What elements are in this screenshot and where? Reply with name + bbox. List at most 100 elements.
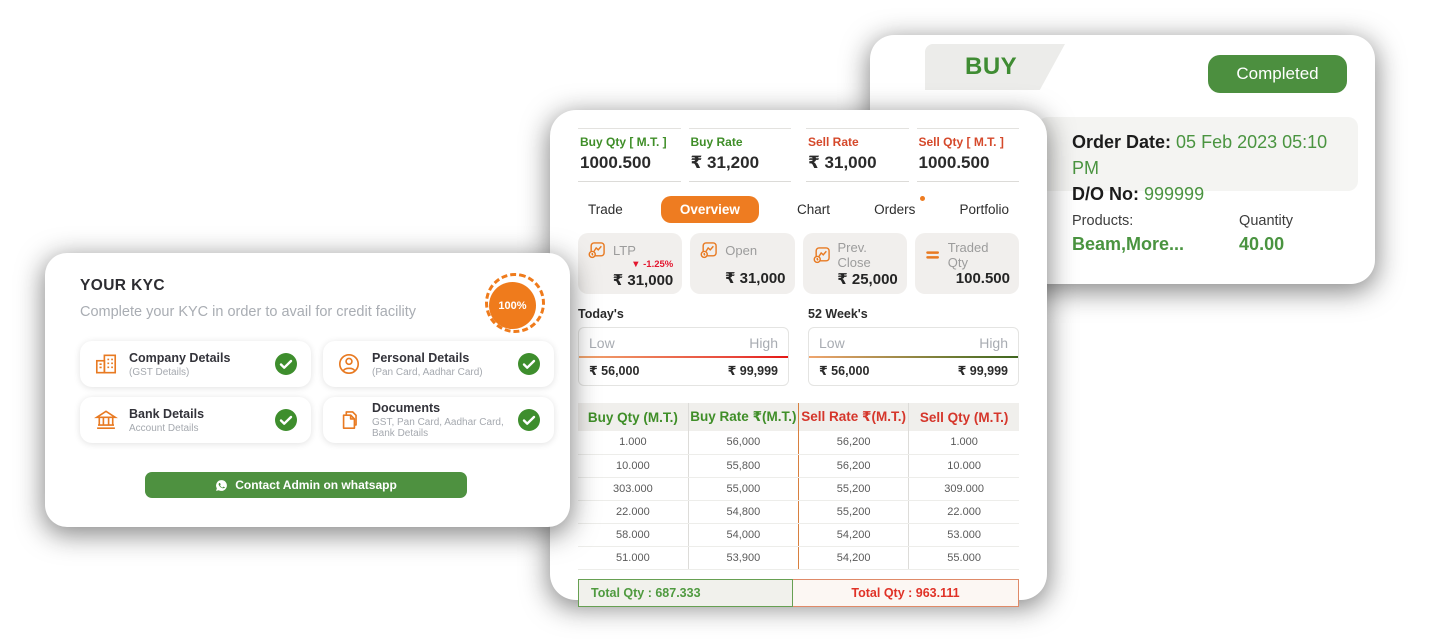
depth-header-sell-qty: Sell Qty (M.T.) (908, 403, 1019, 431)
52-weeks-range: 52 Week's Low High ₹ 56,000 ₹ 99,999 (808, 307, 1019, 386)
todays-high-value: ₹ 99,999 (727, 364, 778, 378)
depth-cell[interactable]: 53.000 (908, 523, 1019, 547)
depth-cell[interactable]: 10.000 (908, 454, 1019, 478)
traded-qty-label: Traded Qty (947, 240, 989, 270)
depth-cell[interactable]: 54,200 (798, 523, 910, 547)
depth-cell[interactable]: 55.000 (908, 546, 1019, 570)
depth-cell[interactable]: 55,000 (688, 477, 800, 501)
depth-totals-row: Total Qty : 687.333 Total Qty : 963.111 (578, 578, 1019, 607)
tab-portfolio[interactable]: Portfolio (959, 202, 1009, 217)
kyc-item-subtitle: Account Details (129, 422, 199, 434)
tab-chart[interactable]: Chart (797, 202, 831, 217)
depth-row[interactable]: 58.000 54,000 54,200 53.000 (578, 523, 1019, 547)
tab-orders[interactable]: Orders (868, 196, 926, 217)
kyc-subtitle: Complete your KYC in order to avail for … (80, 304, 417, 320)
products-value[interactable]: Beam,More... (1072, 234, 1185, 254)
kyc-item-subtitle: (GST Details) (129, 366, 190, 378)
kyc-item-bank-details[interactable]: Bank Details Account Details (80, 397, 311, 443)
kyc-title: YOUR KYC (80, 277, 166, 294)
depth-cell[interactable]: 56,200 (798, 431, 910, 455)
todays-range: Today's Low High ₹ 56,000 ₹ 99,999 (578, 307, 789, 386)
depth-cell[interactable]: 56,000 (688, 431, 800, 455)
check-circle-icon (274, 408, 298, 432)
depth-cell[interactable]: 55,200 (798, 500, 910, 524)
kyc-item-title: Bank Details (129, 406, 205, 421)
prev-close-stat-card: Prev. Close ₹ 25,000 (802, 233, 907, 294)
prev-close-value: ₹ 25,000 (837, 271, 898, 288)
depth-cell[interactable]: 303.000 (578, 477, 689, 501)
depth-cell[interactable]: 54,800 (688, 500, 800, 524)
building-icon (93, 351, 119, 377)
depth-cell[interactable]: 55,800 (688, 454, 800, 478)
products-label: Products: (1072, 213, 1134, 229)
open-value: ₹ 31,000 (725, 270, 786, 287)
kyc-progress-value: 100% (489, 282, 536, 329)
buy-qty-label: Buy Qty [ M.T. ] (580, 135, 667, 149)
kyc-card: YOUR KYC Complete your KYC in order to a… (45, 253, 570, 527)
contact-admin-whatsapp-button[interactable]: Contact Admin on whatsapp (145, 472, 467, 498)
tab-overview[interactable]: Overview (660, 196, 759, 223)
52-weeks-range-title: 52 Week's (808, 307, 868, 321)
depth-row[interactable]: 1.000 56,000 56,200 1.000 (578, 431, 1019, 455)
depth-cell[interactable]: 10.000 (578, 454, 689, 478)
todays-low-value: ₹ 56,000 (589, 364, 640, 378)
kyc-item-company-details[interactable]: Company Details (GST Details) (80, 341, 311, 387)
todays-range-title: Today's (578, 307, 624, 321)
52-weeks-low-value: ₹ 56,000 (819, 364, 870, 378)
buy-rate-label: Buy Rate (690, 135, 743, 149)
bars-icon (924, 246, 942, 264)
total-sell-qty: Total Qty : 963.111 (793, 578, 1019, 607)
sell-rate-quote: Sell Rate ₹ 31,000 (806, 128, 909, 182)
kyc-item-title: Documents (372, 401, 441, 415)
order-date-value: 05 Feb 2023 05:10 PM (1072, 132, 1328, 178)
buy-rate-value: ₹ 31,200 (690, 153, 760, 172)
depth-cell[interactable]: 53,900 (688, 546, 800, 570)
depth-cell[interactable]: 56,200 (798, 454, 910, 478)
depth-cell[interactable]: 22.000 (578, 500, 689, 524)
depth-cell[interactable]: 55,200 (798, 477, 910, 501)
tab-trade[interactable]: Trade (588, 202, 623, 217)
total-buy-qty: Total Qty : 687.333 (578, 578, 793, 607)
trade-overview-card: Buy Qty [ M.T. ] 1000.500 Buy Rate ₹ 31,… (550, 110, 1047, 607)
kyc-items-grid: Company Details (GST Details) Personal (80, 341, 554, 443)
depth-cell[interactable]: 58.000 (578, 523, 689, 547)
depth-cell[interactable]: 309.000 (908, 477, 1019, 501)
depth-cell[interactable]: 54,000 (688, 523, 800, 547)
depth-cell[interactable]: 1.000 (578, 431, 689, 455)
quantity-block: Quantity 40.00 (1239, 213, 1293, 255)
ltp-change-value: -1.25% (643, 259, 674, 270)
depth-header-buy-rate: Buy Rate ₹(M.T.) (688, 403, 800, 431)
52-weeks-low-label: Low (819, 335, 845, 351)
depth-row[interactable]: 51.000 53,900 54,200 55.000 (578, 546, 1019, 570)
depth-row[interactable]: 303.000 55,000 55,200 309.000 (578, 477, 1019, 501)
kyc-item-subtitle: GST, Pan Card, Aadhar Card, Bank Details (372, 417, 504, 439)
kyc-item-documents[interactable]: Documents GST, Pan Card, Aadhar Card, Ba… (323, 397, 554, 443)
ltp-change: ▼ -1.25% (631, 259, 674, 270)
order-side-ribbon: BUY (925, 44, 1065, 90)
buy-rate-quote: Buy Rate ₹ 31,200 (688, 128, 791, 182)
todays-low-label: Low (589, 335, 615, 351)
depth-cell[interactable]: 22.000 (908, 500, 1019, 524)
do-no-line: D/O No: 999999 (1072, 181, 1358, 207)
documents-icon (336, 407, 362, 433)
kyc-item-personal-details[interactable]: Personal Details (Pan Card, Aadhar Card) (323, 341, 554, 387)
kyc-item-subtitle: (Pan Card, Aadhar Card) (372, 366, 483, 378)
depth-cell[interactable]: 1.000 (908, 431, 1019, 455)
depth-header-row: Buy Qty (M.T.) Buy Rate ₹(M.T.) Sell Rat… (578, 403, 1019, 431)
products-block: Products: Beam,More... (1072, 213, 1184, 255)
52-weeks-range-gradient (809, 356, 1018, 358)
sell-qty-value: 1000.500 (918, 153, 990, 172)
depth-cell[interactable]: 54,200 (798, 546, 910, 570)
depth-cell[interactable]: 51.000 (578, 546, 689, 570)
sell-qty-quote: Sell Qty [ M.T. ] 1000.500 (916, 128, 1019, 182)
buy-qty-quote: Buy Qty [ M.T. ] 1000.500 (578, 128, 681, 182)
chart-clock-icon (699, 240, 719, 260)
order-info-panel: Order Date: 05 Feb 2023 05:10 PM D/O No:… (1038, 117, 1358, 204)
person-icon (336, 351, 362, 377)
ranges-row: Today's Low High ₹ 56,000 ₹ 99,999 52 We… (578, 307, 1019, 386)
sell-qty-label: Sell Qty [ M.T. ] (918, 135, 1004, 149)
depth-row[interactable]: 10.000 55,800 56,200 10.000 (578, 454, 1019, 478)
depth-row[interactable]: 22.000 54,800 55,200 22.000 (578, 500, 1019, 524)
order-products-row: Products: Beam,More... Quantity 40.00 (1072, 213, 1293, 255)
traded-qty-stat-card: Traded Qty 100.500 (914, 233, 1019, 294)
